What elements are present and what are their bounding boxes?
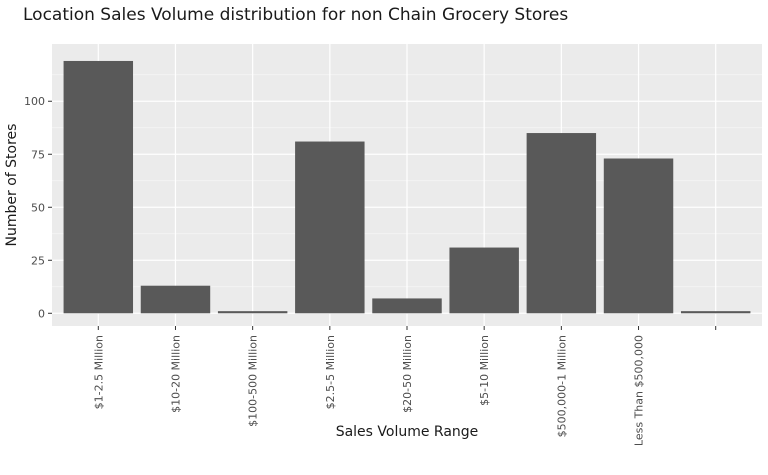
bar xyxy=(372,298,442,314)
y-tick-label: 50 xyxy=(31,201,45,214)
y-tick-label: 75 xyxy=(31,148,45,161)
x-axis-ticks: $1-2.5 Million $10-20 Million $100-500 Mil… xyxy=(92,326,717,446)
bar xyxy=(526,133,597,314)
x-axis-title: Sales Volume Range xyxy=(336,424,479,440)
y-axis-title: Number of Stores xyxy=(4,124,20,247)
y-tick-label: 0 xyxy=(38,307,45,320)
bar xyxy=(140,285,211,314)
bar xyxy=(603,158,674,314)
y-tick-label: 25 xyxy=(31,254,45,267)
chart-title: Location Sales Volume distribution for n… xyxy=(23,5,569,25)
bars xyxy=(63,60,751,314)
bar xyxy=(63,60,134,314)
x-tick-label: $1-2.5 Million xyxy=(92,335,105,409)
bar xyxy=(217,311,288,314)
x-tick-label: $2.5-5 Million xyxy=(324,335,337,409)
x-tick-label: $10-20 Million xyxy=(169,335,182,413)
x-tick-label: $20-50 Million xyxy=(401,335,414,413)
y-axis-ticks: 0 25 50 75 100 xyxy=(24,95,52,320)
bar xyxy=(295,141,365,314)
x-tick-label: Less Than $500,000 xyxy=(633,335,646,446)
bar xyxy=(449,247,519,314)
bar xyxy=(680,311,751,314)
x-tick-label: $500,000-1 Million xyxy=(555,335,568,437)
x-tick-label: $5-10 Million xyxy=(478,335,491,406)
x-tick-label: $100-500 Million xyxy=(247,335,260,427)
y-tick-label: 100 xyxy=(24,95,45,108)
